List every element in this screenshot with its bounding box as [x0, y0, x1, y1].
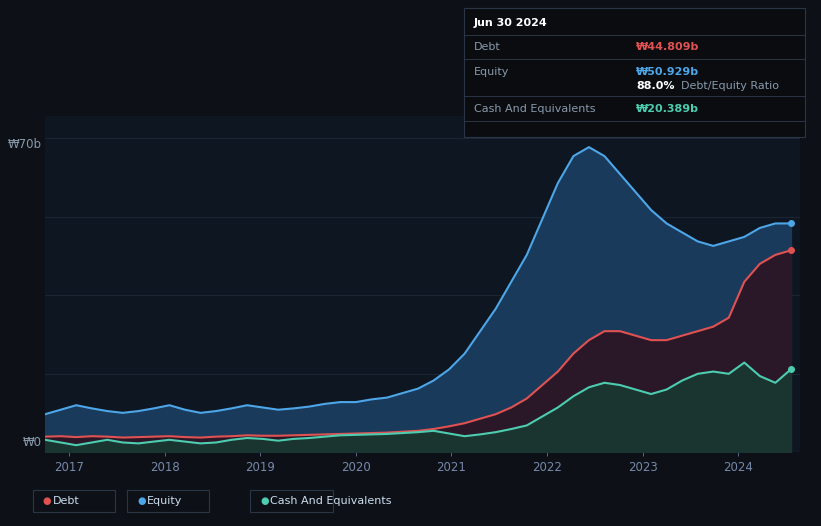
- Text: ₩70b: ₩70b: [7, 138, 41, 151]
- Text: ●: ●: [137, 495, 145, 506]
- Text: Cash And Equivalents: Cash And Equivalents: [270, 495, 392, 506]
- Text: ●: ●: [43, 495, 51, 506]
- Text: ₩50.929b: ₩50.929b: [636, 67, 699, 77]
- Text: ₩20.389b: ₩20.389b: [636, 104, 699, 114]
- Text: ₩44.809b: ₩44.809b: [636, 42, 699, 53]
- Text: Equity: Equity: [147, 495, 182, 506]
- Text: Cash And Equivalents: Cash And Equivalents: [474, 104, 595, 114]
- Text: ₩0: ₩0: [22, 436, 41, 449]
- Text: Equity: Equity: [474, 67, 509, 77]
- Text: ●: ●: [260, 495, 268, 506]
- Text: 88.0%: 88.0%: [636, 80, 675, 91]
- Text: Debt: Debt: [53, 495, 80, 506]
- Text: Debt/Equity Ratio: Debt/Equity Ratio: [681, 80, 779, 91]
- Text: Debt: Debt: [474, 42, 501, 53]
- Text: Jun 30 2024: Jun 30 2024: [474, 17, 548, 28]
